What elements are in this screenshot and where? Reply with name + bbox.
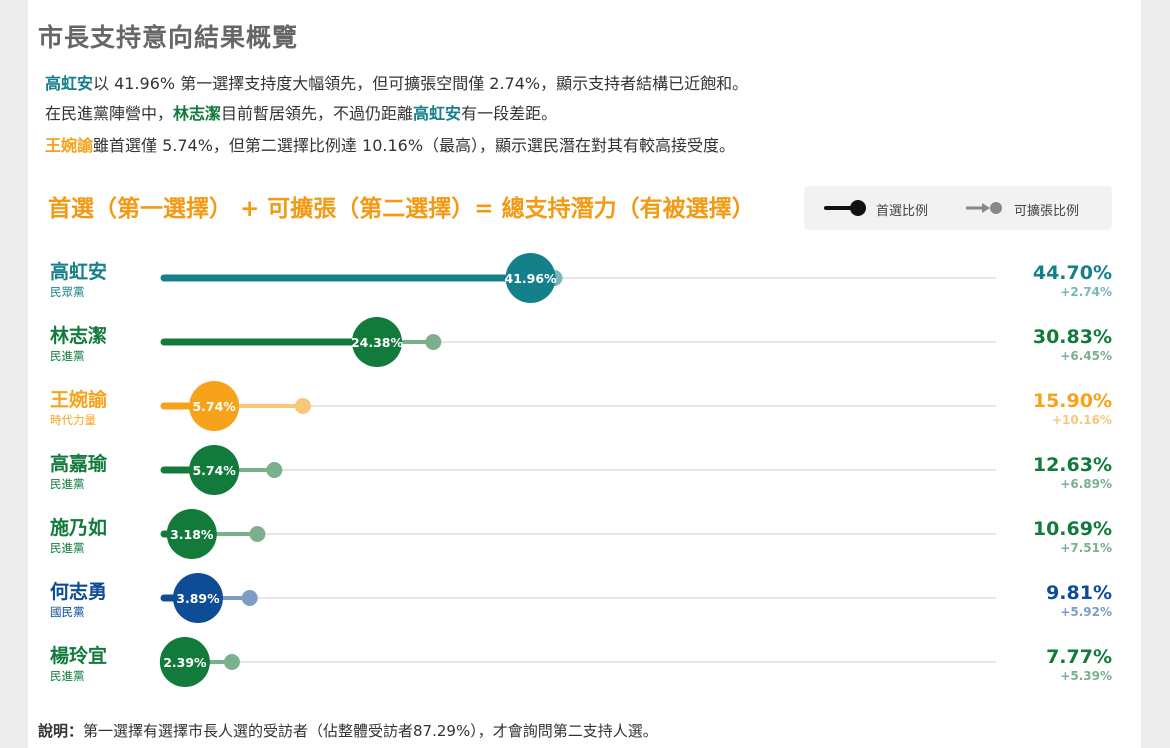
highlight-name: 王婉諭 [45,136,94,155]
legend-first-dot [850,200,866,216]
chart-note: 說明：第一選擇有選擇市長人選的受訪者（佔整體受訪者87.29%），才會詢問第二支… [38,720,658,741]
report-card: 市長支持意向結果概覽 高虹安以 41.96% 第一選擇支持度大幅領先，但可擴張空… [28,0,1141,748]
candidate-party: 民眾黨 [50,285,85,299]
first-dot [189,381,240,431]
description-text: 目前暫居領先，不過仍距離 [221,104,414,123]
legend-second-label: 可擴張比例 [1014,204,1080,219]
expand-value: +2.74% [1060,285,1112,299]
candidate-party: 時代力量 [50,413,96,427]
first-value-label: 3.18% [170,527,214,542]
page-edge-right [1141,0,1170,748]
first-dot [172,573,223,623]
candidate-name: 高虹安 [50,260,107,283]
total-value: 10.69% [1033,518,1112,540]
page-title: 市長支持意向結果概覽 [38,23,299,52]
description-text: 雖首選僅 5.74%，但第二選擇比例達 10.16%（最高），顯示選民潛在對其有… [93,136,736,155]
highlight-name: 高虹安 [413,104,462,123]
total-value: 44.70% [1033,262,1112,284]
total-value: 9.81% [1046,582,1112,604]
total-value: 7.77% [1046,646,1112,668]
description-text: 以 41.96% 第一選擇支持度大幅領先，但可擴張空間僅 2.74%，顯示支持者… [93,74,749,93]
note-text: 第一選擇有選擇市長人選的受訪者（佔整體受訪者87.29%），才會詢問第二支持人選… [83,722,658,740]
candidate-party: 民進黨 [50,477,85,491]
description-text: 在民進黨陣營中， [45,104,174,123]
candidate-name: 何志勇 [50,580,107,603]
legend-first-label: 首選比例 [876,204,929,219]
page-edge-left [0,0,28,748]
first-value-label: 24.38% [351,335,404,350]
description-line-1: 高虹安以 41.96% 第一選擇支持度大幅領先，但可擴張空間僅 2.74%，顯示… [45,70,748,94]
candidate-name: 高嘉瑜 [50,452,108,475]
total-value: 15.90% [1033,390,1112,412]
expand-value: +6.89% [1060,477,1112,491]
expand-value: +5.92% [1060,605,1112,619]
description-text: 有一段差距。 [461,104,558,123]
expand-value: +10.16% [1052,413,1112,427]
highlight-name: 林志潔 [173,104,222,123]
legend-second-dot [990,202,1002,214]
legend-arrow-icon [982,203,990,213]
candidate-party: 國民黨 [50,605,85,619]
expand-value: +7.51% [1060,541,1112,555]
candidate-party: 民進黨 [50,541,85,555]
total-value: 12.63% [1033,454,1112,476]
expand-dot [249,526,266,542]
first-dot [189,445,240,495]
first-value-label: 41.96% [505,271,558,286]
first-value-label: 5.74% [192,399,236,414]
chart-legend: 首選比例 可擴張比例 [804,186,1112,230]
candidate-name: 楊玲宜 [50,644,107,667]
first-dot [351,317,402,367]
expand-dot [241,590,258,606]
first-value-label: 3.89% [176,591,220,606]
candidate-party: 民進黨 [50,349,85,363]
description-line-3: 王婉諭雖首選僅 5.74%，但第二選擇比例達 10.16%（最高），顯示選民潛在… [45,132,735,156]
first-value-label: 2.39% [163,655,207,670]
candidate-party: 民進黨 [50,669,85,683]
expand-value: +6.45% [1060,349,1112,363]
first-value-label: 5.74% [192,463,236,478]
candidate-name: 林志潔 [50,324,107,347]
first-dot [505,253,556,303]
candidate-name: 王婉諭 [50,388,108,411]
chart-heading: 首選（第一選擇） + 可擴張（第二選擇）= 總支持潛力（有被選擇） [48,196,755,222]
candidate-name: 施乃如 [50,516,107,539]
total-value: 30.83% [1033,326,1112,348]
expand-value: +5.39% [1060,669,1112,683]
first-dot [166,509,217,559]
highlight-name: 高虹安 [45,74,94,93]
expand-dot [266,462,283,478]
expand-dot [425,334,442,350]
expand-dot [294,398,311,414]
first-dot [159,637,210,687]
expand-dot [223,654,240,670]
description-line-2: 在民進黨陣營中，林志潔目前暫居領先，不過仍距離高虹安有一段差距。 [45,100,557,124]
legend-markers [824,200,1002,216]
note-label: 說明： [38,722,84,740]
